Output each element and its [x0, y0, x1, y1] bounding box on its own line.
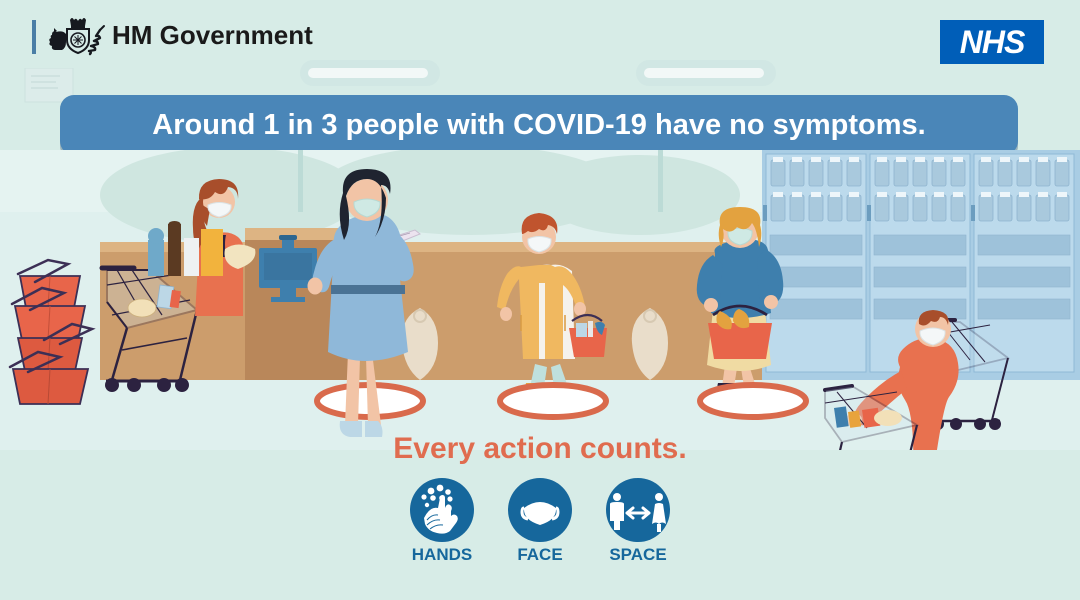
svg-text:FACE: FACE: [517, 545, 562, 564]
svg-text:HANDS: HANDS: [412, 545, 472, 564]
svg-text:SPACE: SPACE: [609, 545, 666, 564]
